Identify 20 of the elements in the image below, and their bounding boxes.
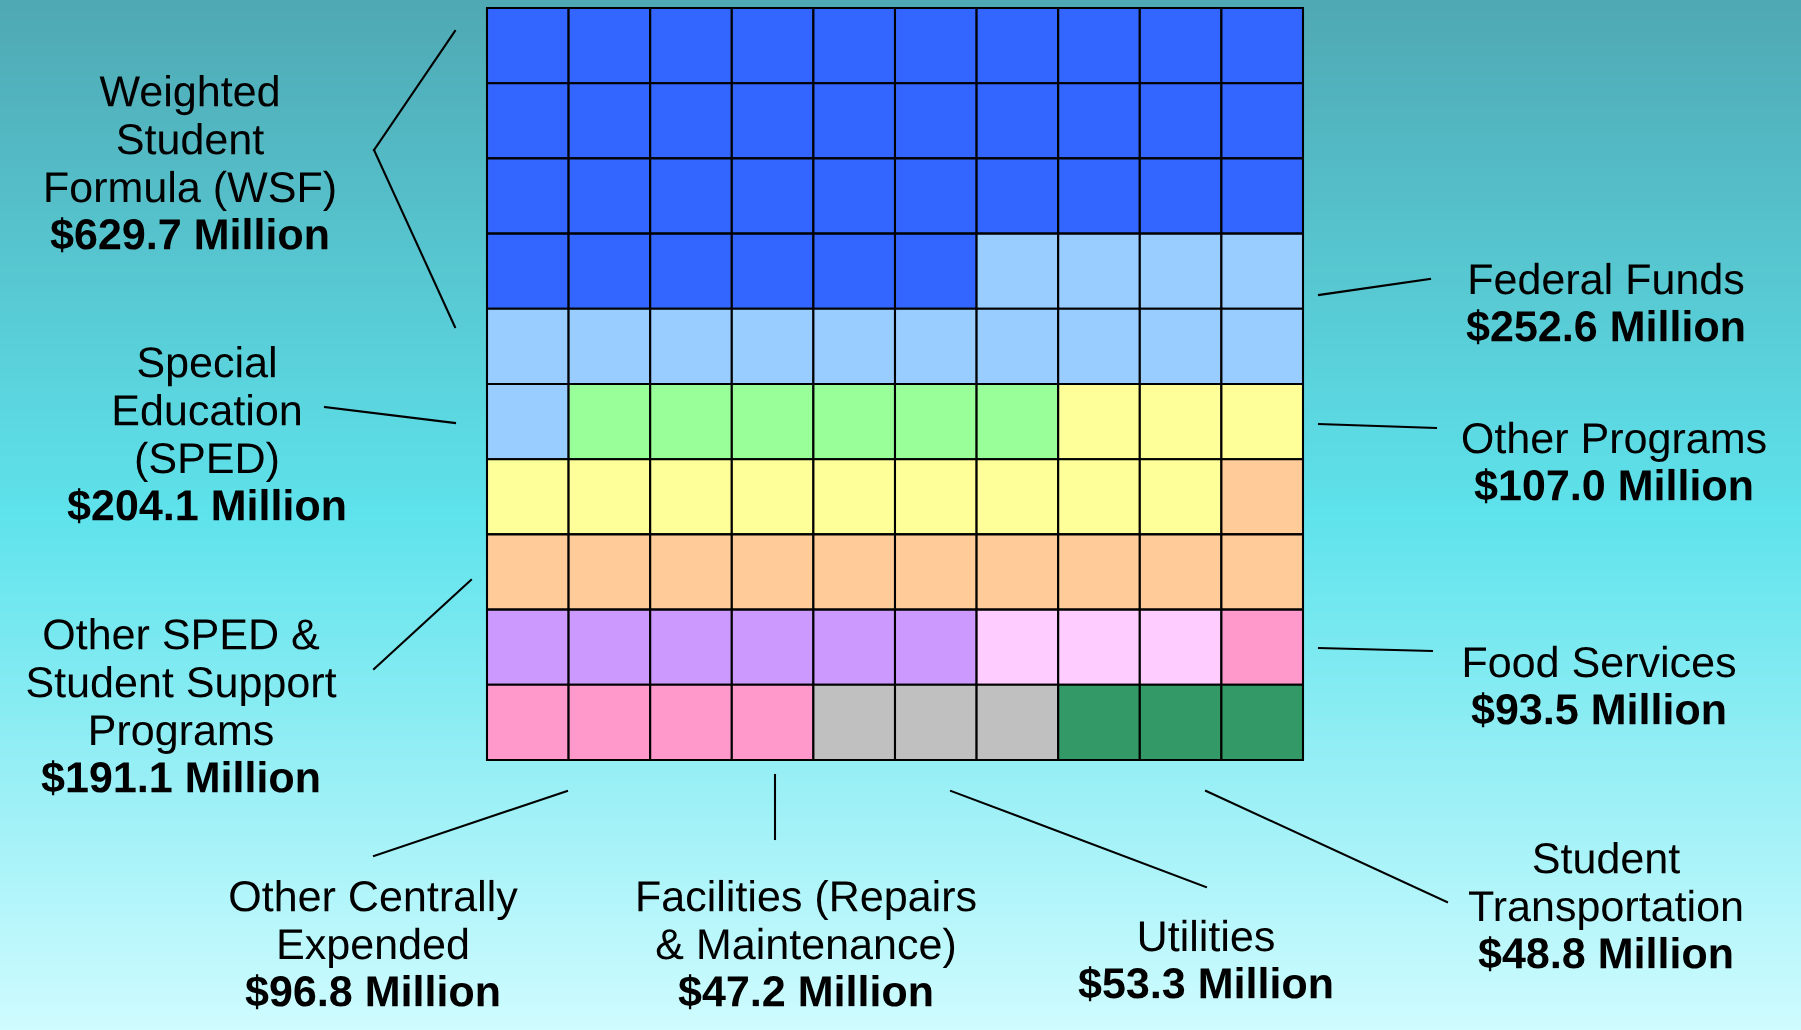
category-label: Food Services — [1464, 645, 1736, 678]
category-label: Special Education (SPED) — [114, 345, 300, 482]
data-label: $629.7 Million — [50, 217, 328, 253]
data-label: $107.0 Million — [1474, 468, 1752, 504]
category-label: Facilities (Repairs & Maintenance) — [638, 879, 976, 968]
data-label: $96.8 Million — [245, 974, 499, 1010]
data-label: $53.3 Million — [1078, 966, 1332, 1002]
data-label: $252.6 Million — [1466, 309, 1744, 345]
data-label: $93.5 Million — [1471, 692, 1725, 728]
category-label: Student Transportation — [1468, 841, 1742, 930]
data-label: $204.1 Million — [67, 488, 345, 524]
data-label: $48.8 Million — [1478, 936, 1732, 972]
category-label: Other Centrally Expended — [230, 879, 518, 968]
category-label: Utilities — [1139, 919, 1274, 952]
data-label: $47.2 Million — [678, 974, 932, 1010]
category-label: Federal Funds — [1470, 262, 1744, 295]
category-label: Other Programs — [1462, 421, 1766, 462]
category-label: Other SPED & Student Support Programs — [27, 617, 337, 754]
category-label: Weighted Student Formula (WSF) — [46, 74, 335, 211]
data-label: $191.1 Million — [41, 760, 319, 796]
